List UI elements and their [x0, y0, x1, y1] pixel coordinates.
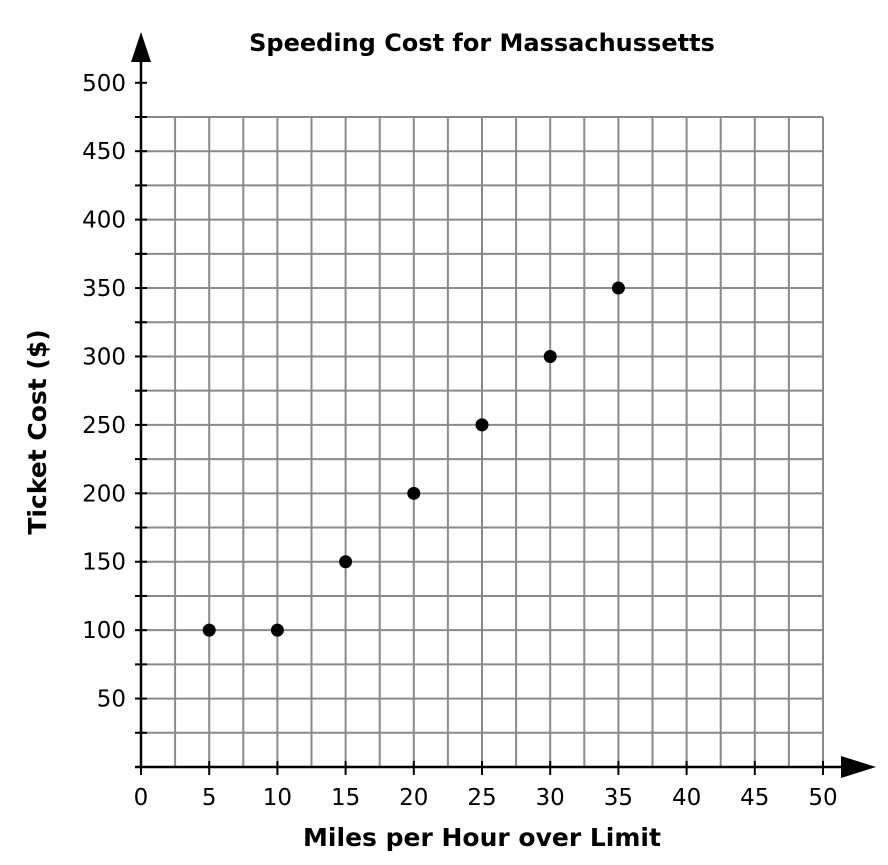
y-axis-label: Ticket Cost ($)	[23, 329, 52, 534]
y-tick-label: 500	[82, 71, 126, 97]
y-tick-label: 200	[82, 481, 126, 507]
x-tick-label: 45	[740, 785, 769, 811]
x-tick-label: 5	[202, 785, 217, 811]
data-point	[202, 623, 216, 637]
y-axis-arrow-icon	[131, 32, 151, 62]
y-tick-label: 400	[82, 208, 126, 234]
data-point	[339, 555, 353, 569]
data-point	[543, 349, 557, 363]
y-tick-label: 50	[97, 687, 126, 713]
data-point	[270, 623, 284, 637]
y-tick-label: 150	[82, 550, 126, 576]
x-tick-label: 10	[263, 785, 292, 811]
grid	[141, 116, 824, 767]
x-tick-label: 40	[672, 785, 701, 811]
x-tick-label: 20	[399, 785, 428, 811]
x-tick-label: 50	[808, 785, 837, 811]
y-tick-label: 250	[82, 413, 126, 439]
x-tick-label: 0	[134, 785, 149, 811]
axes	[131, 32, 876, 778]
x-tick-label: 35	[604, 785, 633, 811]
data-points	[202, 281, 625, 637]
ticks: 50 100 150 200 250 300 350 400 450 500 0 5 10 15 20 25 3…	[82, 71, 838, 811]
x-axis-arrow-icon	[841, 756, 876, 778]
x-axis-label: Miles per Hour over Limit	[303, 823, 661, 852]
x-tick-label: 25	[467, 785, 496, 811]
data-point	[611, 281, 625, 295]
data-point	[407, 486, 421, 500]
data-point	[475, 418, 489, 432]
y-tick-label: 450	[82, 139, 126, 165]
chart-title: Speeding Cost for Massachussetts	[249, 29, 715, 57]
y-tick-label: 300	[82, 344, 126, 370]
x-tick-label: 30	[536, 785, 565, 811]
x-tick-label: 15	[331, 785, 360, 811]
y-tick-label: 100	[82, 618, 126, 644]
y-tick-label: 350	[82, 276, 126, 302]
